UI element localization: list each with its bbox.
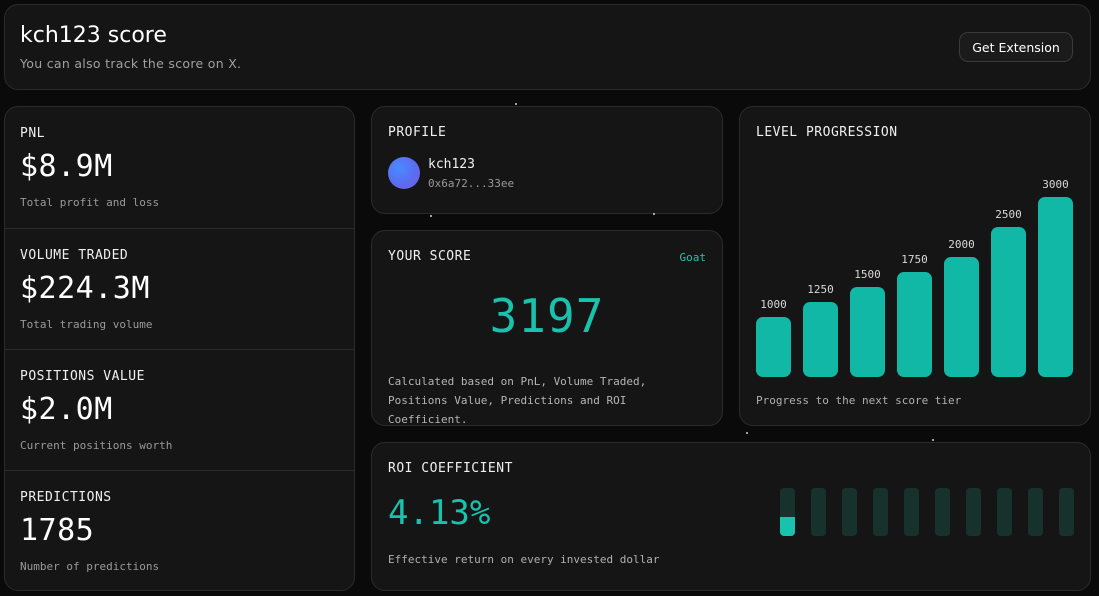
stat-value: $8.9M (20, 149, 113, 184)
decorative-dot (430, 215, 432, 217)
level-bar-3000 (1038, 197, 1073, 377)
roi-segment-fill (780, 516, 795, 536)
level-bar-label: 1000 (760, 298, 787, 311)
decorative-dot (653, 213, 655, 215)
stat-volume-traded: VOLUME TRADED $224.3M Total trading volu… (5, 228, 354, 349)
page-subtitle: You can also track the score on X. (20, 56, 242, 71)
roi-segment (811, 488, 826, 536)
stat-value: 1785 (20, 513, 95, 548)
avatar (388, 157, 420, 189)
roi-segment (842, 488, 857, 536)
level-bar-label: 3000 (1042, 178, 1069, 191)
level-bar-label: 1750 (901, 253, 928, 266)
decorative-dot (515, 103, 517, 105)
page-title: kch123 score (20, 23, 167, 48)
stat-caption: Total profit and loss (20, 196, 160, 209)
profile-label: PROFILE (388, 125, 447, 140)
score-tier-badge: Goat (679, 251, 707, 264)
roi-segment (1059, 488, 1074, 536)
roi-segment (873, 488, 888, 536)
stat-value: $224.3M (20, 271, 150, 306)
level-bar-1000 (756, 317, 791, 377)
roi-segment (780, 488, 795, 536)
roi-segment (904, 488, 919, 536)
level-bar-2000 (944, 257, 979, 377)
level-bar-1500 (850, 287, 885, 377)
profile-card: PROFILE kch123 0x6a72...33ee (371, 106, 723, 214)
profile-username: kch123 (428, 157, 475, 172)
stat-caption: Current positions worth (20, 439, 173, 452)
roi-segment-meter (780, 488, 1080, 536)
score-value: 3197 (489, 289, 605, 343)
stat-label: PNL (20, 126, 45, 141)
stat-value: $2.0M (20, 392, 113, 427)
stat-label: VOLUME TRADED (20, 248, 129, 263)
stat-label: PREDICTIONS (20, 490, 112, 505)
roi-caption: Effective return on every invested dolla… (388, 553, 660, 566)
roi-card: ROI COEFFICIENT 4.13% Effective return o… (371, 442, 1091, 591)
stat-predictions: PREDICTIONS 1785 Number of predictions (5, 470, 354, 590)
level-bar-label: 1250 (807, 283, 834, 296)
stat-pnl: PNL $8.9M Total profit and loss (5, 107, 354, 228)
decorative-dot (746, 432, 748, 434)
level-caption: Progress to the next score tier (756, 394, 962, 407)
level-progression-card: LEVEL PROGRESSION 1000 1250 1500 1750 2000 25… (739, 106, 1091, 426)
level-bar-label: 2000 (948, 238, 975, 251)
level-bar-label: 1500 (854, 268, 881, 281)
decorative-dot (932, 439, 934, 441)
stat-caption: Number of predictions (20, 560, 160, 573)
stat-caption: Total trading volume (20, 318, 153, 331)
roi-label: ROI COEFFICIENT (388, 461, 513, 476)
roi-segment (966, 488, 981, 536)
level-bar-label: 2500 (995, 208, 1022, 221)
level-bar-2500 (991, 227, 1026, 377)
stat-positions-value: POSITIONS VALUE $2.0M Current positions … (5, 349, 354, 470)
stat-label: POSITIONS VALUE (20, 369, 145, 384)
roi-segment (935, 488, 950, 536)
profile-address: 0x6a72...33ee (428, 177, 515, 190)
get-extension-button[interactable]: Get Extension (959, 32, 1073, 62)
level-bars: 1000 1250 1500 1750 2000 2500 3000 (740, 107, 1090, 425)
level-label: LEVEL PROGRESSION (756, 125, 898, 140)
header-card: kch123 score You can also track the scor… (4, 4, 1091, 90)
score-label: YOUR SCORE (388, 249, 472, 264)
roi-segment (1028, 488, 1043, 536)
score-card: YOUR SCORE Goat 3197 Calculated based on… (371, 230, 723, 426)
level-bar-1750 (897, 272, 932, 377)
score-description: Calculated based on PnL, Volume Traded, … (388, 375, 647, 426)
roi-segment (997, 488, 1012, 536)
roi-value: 4.13% (388, 493, 491, 533)
level-bar-1250 (803, 302, 838, 377)
stats-card: PNL $8.9M Total profit and loss VOLUME T… (4, 106, 355, 591)
